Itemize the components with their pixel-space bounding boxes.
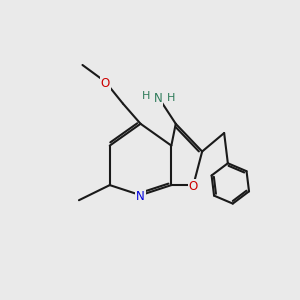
Text: N: N [154, 92, 163, 105]
Text: H: H [142, 91, 150, 101]
Text: N: N [136, 190, 145, 203]
Text: O: O [101, 77, 110, 90]
Text: O: O [189, 180, 198, 193]
Text: H: H [167, 93, 175, 103]
